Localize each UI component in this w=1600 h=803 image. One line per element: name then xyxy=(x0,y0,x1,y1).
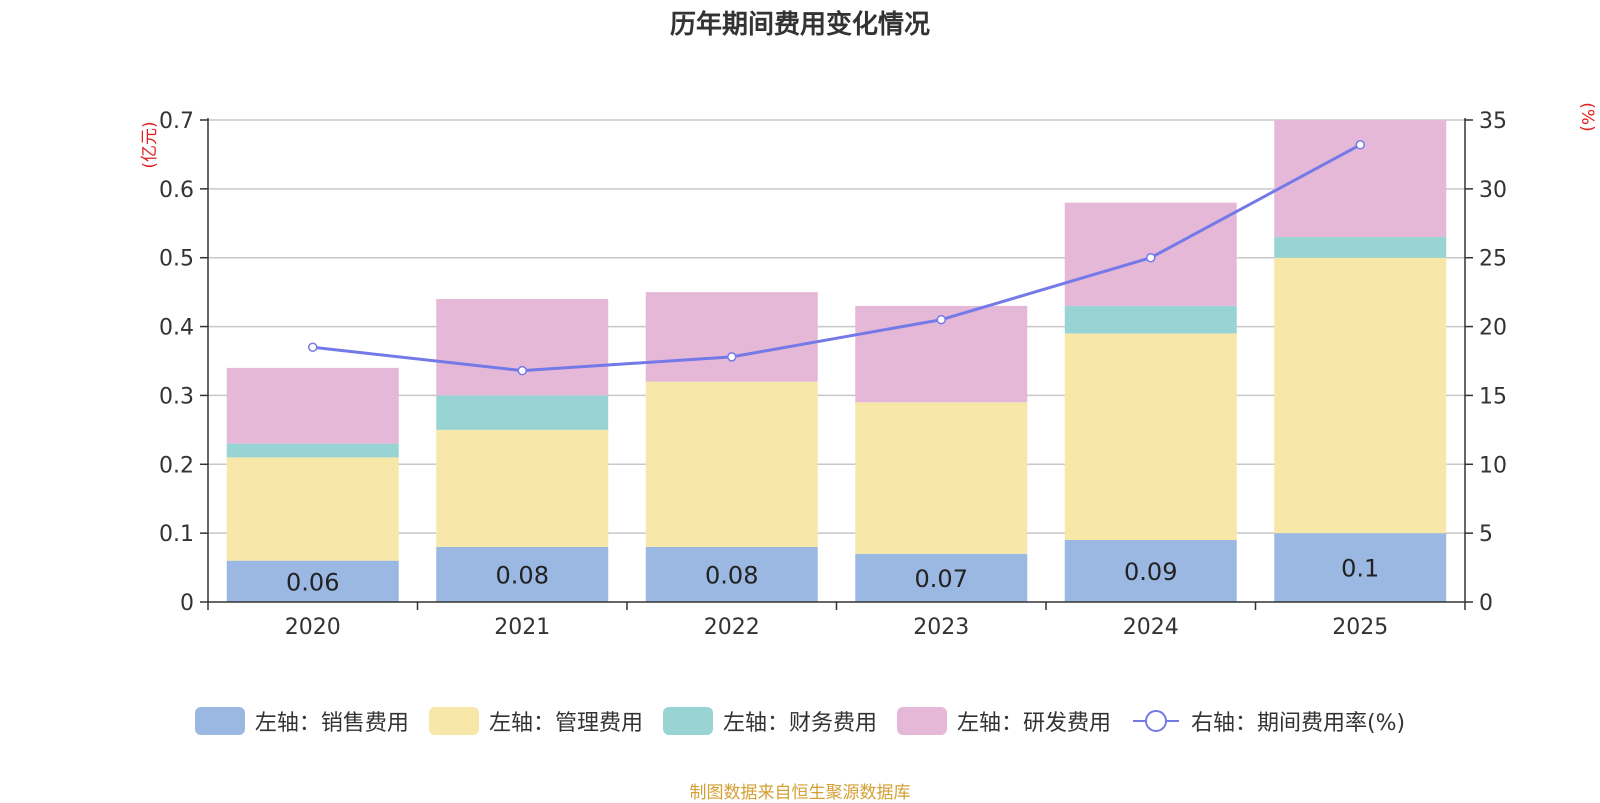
legend-item-rnd[interactable]: 左轴：研发费用 xyxy=(896,705,1111,737)
bar-segment-admin xyxy=(1274,257,1447,534)
legend-swatch-rnd xyxy=(896,707,947,735)
bar-segment-finance xyxy=(1064,305,1237,334)
right-tick-label: 0 xyxy=(1479,591,1493,616)
rate-line-path xyxy=(312,143,1361,373)
right-tick-label: 5 xyxy=(1479,522,1493,547)
left-tick-label: 0.3 xyxy=(159,384,194,409)
left-tick-label: 0.2 xyxy=(159,453,194,478)
rate-point xyxy=(1355,140,1365,150)
legend-swatch-sales xyxy=(194,707,245,735)
legend-label-rate: 右轴：期间费用率(%) xyxy=(1190,711,1406,736)
rate-point xyxy=(1146,252,1156,263)
chart-title: 历年期间费用变化情况 xyxy=(669,10,930,40)
right-tick-label: 30 xyxy=(1479,178,1507,203)
x-tick-label: 2023 xyxy=(913,615,969,640)
legend-swatch-finance xyxy=(662,707,713,735)
legend-swatch-admin xyxy=(428,707,479,735)
left-tick-label: 0.5 xyxy=(159,247,194,272)
bar-segment-sales xyxy=(645,546,818,602)
left-tick-label: 0.4 xyxy=(159,316,194,341)
bar-segment-sales xyxy=(436,546,609,602)
left-axis-title: (亿元) xyxy=(140,121,160,168)
bar-segment-sales xyxy=(855,553,1028,602)
rate-point xyxy=(308,342,318,352)
legend-label-admin: 左轴：管理费用 xyxy=(488,711,643,736)
x-tick-label: 2020 xyxy=(285,615,341,640)
bar-segment-admin xyxy=(645,381,818,547)
legend-item-sales[interactable]: 左轴：销售费用 xyxy=(194,705,409,737)
legend-label-finance: 左轴：财务费用 xyxy=(722,711,877,736)
bar-segment-finance xyxy=(226,443,399,458)
data-label: 0.08 xyxy=(705,561,758,589)
legend-swatch-rate xyxy=(1132,710,1179,732)
bar-segment-sales xyxy=(226,560,399,602)
x-tick-label: 2022 xyxy=(704,615,760,640)
legend: 左轴：销售费用 左轴：管理费用 左轴：财务费用 左轴：研发费用 右轴：期间费用率… xyxy=(0,705,1600,737)
bar-segment-rnd xyxy=(645,292,818,382)
right-tick-label: 35 xyxy=(1479,109,1507,134)
bar-group xyxy=(226,120,1447,602)
left-tick-label: 0.1 xyxy=(159,522,194,547)
x-tick-label: 2021 xyxy=(494,615,550,640)
rate-point xyxy=(517,365,527,376)
bar-segment-admin xyxy=(1064,333,1237,541)
bar-segment-sales xyxy=(1274,533,1447,602)
right-axis-title: (%) xyxy=(1577,102,1597,131)
bar-segment-admin xyxy=(436,429,609,547)
axes: 00.10.20.30.40.50.60.7051015202530352020… xyxy=(140,102,1597,640)
data-label: 0.08 xyxy=(496,561,549,589)
legend-item-finance[interactable]: 左轴：财务费用 xyxy=(662,705,877,737)
bar-segment-finance xyxy=(1274,237,1447,258)
bar-segment-rnd xyxy=(1274,120,1447,238)
right-tick-label: 20 xyxy=(1479,316,1507,341)
rate-line xyxy=(308,140,1365,376)
right-tick-label: 10 xyxy=(1479,453,1507,478)
right-tick-label: 25 xyxy=(1479,247,1507,272)
left-tick-label: 0 xyxy=(180,591,194,616)
right-tick-label: 15 xyxy=(1479,384,1507,409)
rate-point xyxy=(936,314,946,325)
legend-label-rnd: 左轴：研发费用 xyxy=(956,711,1111,736)
bar-segment-rnd xyxy=(226,367,399,444)
bar-segment-admin xyxy=(855,402,1028,554)
data-label: 0.1 xyxy=(1341,555,1379,583)
data-source-note: 制图数据来自恒生聚源数据库 xyxy=(689,783,911,803)
bar-segment-admin xyxy=(226,457,399,561)
rate-point xyxy=(727,352,737,362)
data-label: 0.07 xyxy=(915,565,968,593)
data-labels: 0.06 0.08 0.08 0.07 0.09 0.1 xyxy=(286,555,1379,597)
bar-segment-rnd xyxy=(436,299,609,396)
bar-segment-sales xyxy=(1064,540,1237,602)
x-tick-label: 2025 xyxy=(1332,615,1388,640)
gridlines xyxy=(208,119,1465,534)
legend-label-sales: 左轴：销售费用 xyxy=(254,711,409,736)
data-label: 0.06 xyxy=(286,568,339,596)
left-tick-label: 0.6 xyxy=(159,178,194,203)
legend-item-admin[interactable]: 左轴：管理费用 xyxy=(428,705,643,737)
data-label: 0.09 xyxy=(1124,558,1177,586)
x-tick-label: 2024 xyxy=(1123,615,1179,640)
bar-segment-finance xyxy=(436,395,609,430)
legend-item-rate[interactable]: 右轴：期间费用率(%) xyxy=(1131,705,1405,737)
left-tick-label: 0.7 xyxy=(159,109,194,134)
